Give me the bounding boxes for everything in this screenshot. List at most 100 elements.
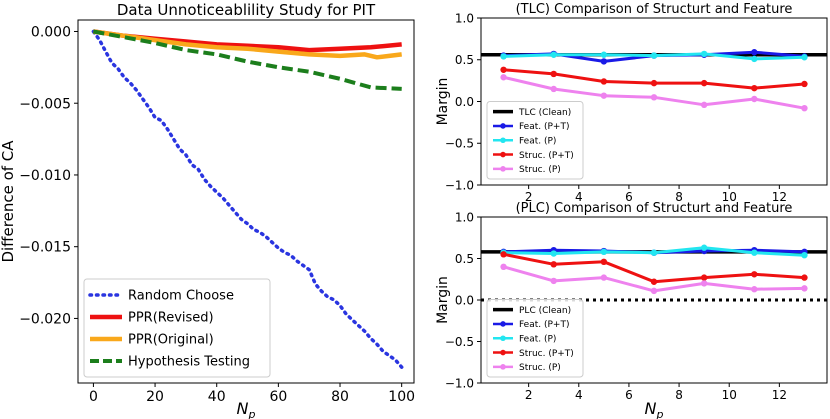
chart-title: (PLC) Comparison of Structurt and Featur… — [516, 201, 793, 216]
x-tick-label: 12 — [772, 388, 787, 402]
series-struc-p-point — [700, 280, 708, 287]
series-struc-p-t-point — [500, 251, 507, 258]
series-feat-p-point — [801, 54, 808, 61]
x-tick-label: 80 — [331, 389, 349, 405]
chart-1: Data Unnoticeablility Study for PIT 0.000… — [0, 1, 415, 419]
legend-label: Feat. (P+T) — [519, 122, 569, 132]
series-feat-p-point — [801, 251, 808, 259]
legend-label: Struc. (P) — [519, 165, 561, 175]
x-tick-label: 0 — [89, 389, 98, 405]
series-feat-p-point — [700, 244, 708, 251]
series-feat-p-point — [650, 52, 658, 59]
x-tick-label: 20 — [146, 389, 164, 405]
series-struc-p-point — [500, 263, 507, 270]
series-struc-p-t-point — [650, 278, 658, 285]
x-tick-label: 4 — [575, 388, 583, 402]
series-feat-p-point — [650, 249, 658, 256]
series-struc-p-t-point — [700, 79, 708, 87]
x-tick-label: 2 — [525, 388, 533, 402]
x-tick-label: 100 — [388, 389, 415, 405]
series-struc-p-t-point — [801, 274, 808, 281]
series-feat-p-point — [500, 53, 507, 60]
plot-frame — [77, 19, 415, 384]
series-hypothesis-testing-line — [93, 29, 402, 91]
legend-marker — [500, 349, 506, 356]
series-struc-p-point — [550, 85, 557, 93]
x-tick-label: 60 — [269, 389, 287, 405]
legend-label: TLC (Clean) — [518, 108, 571, 118]
legend-box — [486, 101, 584, 180]
legend-label: PPR(Original) — [128, 333, 214, 348]
series-struc-p-t-point — [550, 261, 557, 268]
series-struc-p-point — [650, 287, 658, 295]
y-tick-label: 1.0 — [455, 11, 474, 25]
y-tick-label: 0.5 — [455, 252, 474, 266]
y-tick-label: −1.0 — [445, 178, 474, 192]
x-tick-label: 6 — [625, 388, 633, 402]
legend-box — [83, 278, 271, 378]
series-struc-p-point — [600, 92, 608, 99]
y-tick-label: −0.020 — [19, 311, 71, 327]
series-struc-p-t-point — [801, 80, 808, 88]
y-tick-label: −0.015 — [19, 240, 71, 256]
series-feat-p-t-point — [600, 58, 608, 65]
y-tick-label: 0.0 — [455, 95, 474, 109]
series-struc-p-t-point — [751, 84, 758, 92]
series-struc-p-point — [751, 95, 758, 103]
series-struc-p-point — [500, 74, 507, 81]
x-tick-label: 4 — [575, 190, 583, 204]
chart-title: Data Unnoticeablility Study for PIT — [117, 1, 376, 19]
y-tick-label: −1.0 — [445, 376, 474, 390]
chart-3: (PLC) Comparison of Structurt and Featur… — [435, 201, 828, 419]
x-tick-label: 12 — [772, 190, 787, 204]
series-struc-p-point — [650, 94, 658, 101]
x-tick-label: 6 — [625, 190, 633, 204]
y-axis-label: Margin — [435, 78, 451, 126]
x-tick-label: 10 — [722, 388, 737, 402]
series-feat-p-point — [550, 250, 557, 257]
legend-label: PLC (Clean) — [519, 306, 571, 316]
series-struc-p-point — [801, 104, 808, 112]
legend-label: Struc. (P+T) — [519, 151, 574, 161]
series-feat-p-point — [700, 50, 708, 58]
y-tick-label: −0.5 — [445, 335, 474, 349]
series-feat-p-point — [751, 249, 758, 256]
y-tick-label: −0.010 — [19, 168, 71, 184]
y-tick-label: −0.005 — [19, 96, 71, 112]
series-feat-p-point — [550, 51, 557, 58]
y-tick-label: 0.000 — [31, 25, 71, 41]
legend-label: Hypothesis Testing — [128, 355, 250, 370]
y-tick-label: −0.5 — [445, 137, 474, 151]
x-tick-label: 40 — [208, 389, 226, 405]
legend-label: Random Choose — [128, 289, 234, 304]
legend-marker — [500, 137, 506, 144]
x-tick-label: 10 — [722, 190, 737, 204]
x-tick-label: 8 — [675, 388, 683, 402]
legend-marker — [500, 364, 506, 370]
y-tick-label: 0.0 — [455, 293, 474, 307]
legend: PLC (Clean) Feat. (P+T) Feat. (P) Struc. (P… — [486, 299, 584, 378]
series-struc-p-point — [700, 101, 708, 109]
legend-label: Struc. (P) — [519, 363, 561, 373]
series-struc-p-point — [550, 277, 557, 285]
chart-2: (TLC) Comparison of Structurt and Featur… — [435, 2, 828, 204]
x-axis-label: Np — [237, 399, 256, 419]
legend-marker — [500, 321, 506, 327]
series-random-choose-line — [91, 29, 404, 369]
legend-marker — [500, 335, 506, 342]
series-struc-p-t-point — [500, 66, 507, 73]
x-axis-label: Np — [645, 399, 664, 419]
series-struc-p-point — [801, 285, 808, 292]
series-feat-p-t-point — [751, 49, 758, 56]
legend-marker — [500, 123, 506, 129]
legend-marker — [500, 151, 506, 158]
series-struc-p-t-point — [550, 70, 557, 78]
legend-label: Feat. (P) — [519, 136, 556, 146]
series-ppr-original-line — [93, 29, 402, 60]
series-struc-p-t-point — [600, 78, 608, 85]
series-feat-p-point — [600, 51, 608, 58]
legend: TLC (Clean) Feat. (P+T) Feat. (P) Struc. (P… — [486, 101, 584, 180]
chart-title: (TLC) Comparison of Structurt and Featur… — [516, 2, 793, 17]
x-tick-label: 8 — [675, 190, 683, 204]
